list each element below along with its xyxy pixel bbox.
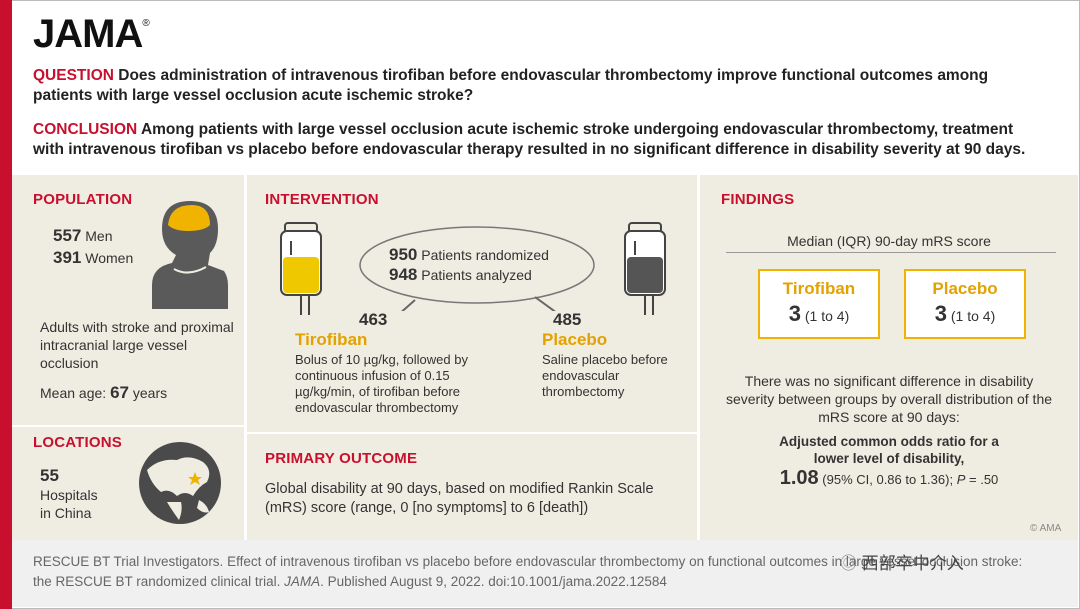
tirofiban-result-box: Tirofiban 3 (1 to 4) [758, 269, 880, 339]
conclusion-text: Among patients with large vessel occlusi… [33, 121, 1026, 158]
intervention-panel: INTERVENTION 950 Patients randomized 948… [247, 175, 697, 540]
question-text: Does administration of intravenous tirof… [33, 67, 989, 104]
chat-icon: ◎ [840, 554, 857, 573]
copyright: © AMA [1030, 523, 1062, 534]
accent-bar [0, 0, 12, 609]
divider [12, 425, 244, 427]
findings-subheader: Median (IQR) 90-day mRS score [787, 233, 991, 249]
watermark: ◎ 西部卒中介入 [840, 554, 964, 573]
randomization-ellipse [359, 226, 595, 311]
analyzed-stat: 948 Patients analyzed [389, 265, 532, 284]
china-label: in China [40, 505, 92, 521]
globe-icon [139, 442, 221, 524]
randomized-stat: 950 Patients randomized [389, 245, 549, 264]
odds-ratio-result: 1.08 (95% CI, 0.86 to 1.36); P = .50 [779, 467, 999, 489]
mean-age: Mean age: 67 years [40, 383, 168, 402]
placebo-result-box: Placebo 3 (1 to 4) [904, 269, 1026, 339]
odds-ratio-label: Adjusted common odds ratio for a lower l… [779, 434, 999, 466]
conclusion-label: CONCLUSION [33, 121, 138, 138]
footer [12, 540, 1078, 607]
tirofiban-iv-bag-icon [280, 222, 322, 315]
tirofiban-description: Bolus of 10 µg/kg, followed by continuou… [295, 352, 468, 415]
population-header: POPULATION [33, 191, 133, 208]
tirofiban-result-name: Tirofiban [782, 279, 856, 298]
placebo-n: 485 [553, 310, 582, 329]
tirofiban-name: Tirofiban [295, 330, 368, 349]
hospitals-label: Hospitals [40, 487, 98, 503]
population-panel: POPULATION 557 Men 391 Women Adults with… [12, 175, 244, 540]
subheader-rule [726, 252, 1056, 253]
conclusion-block: CONCLUSION Among patients with large ves… [33, 120, 1043, 160]
divider [247, 432, 697, 434]
findings-panel: FINDINGS Median (IQR) 90-day mRS score T… [700, 175, 1078, 540]
question-block: QUESTION Does administration of intraven… [33, 66, 1043, 106]
question-label: QUESTION [33, 67, 114, 84]
tirofiban-n: 463 [359, 310, 388, 329]
placebo-name: Placebo [542, 330, 608, 349]
tirofiban-result-value: 3 (1 to 4) [788, 301, 850, 326]
men-stat: 557 Men [53, 226, 113, 245]
primary-outcome-header: PRIMARY OUTCOME [265, 450, 418, 467]
hospital-count: 55 [40, 466, 59, 485]
primary-outcome-text: Global disability at 90 days, based on m… [265, 481, 654, 516]
person-head-icon [152, 201, 228, 309]
women-stat: 391 Women [53, 248, 134, 267]
placebo-result-value: 3 (1 to 4) [934, 301, 996, 326]
locations-header: LOCATIONS [33, 434, 123, 451]
citation: RESCUE BT Trial Investigators. Effect of… [33, 554, 1023, 589]
placebo-description: Saline placebo before endovascular throm… [542, 352, 668, 399]
population-description: Adults with stroke and proximal intracra… [40, 319, 234, 371]
findings-header: FINDINGS [721, 191, 795, 208]
placebo-result-name: Placebo [932, 279, 998, 298]
jama-logo: JAMA® [33, 12, 150, 56]
placebo-iv-bag-icon [624, 222, 666, 315]
intervention-header: INTERVENTION [265, 191, 379, 208]
findings-summary: There was no significant difference in d… [725, 373, 1053, 425]
